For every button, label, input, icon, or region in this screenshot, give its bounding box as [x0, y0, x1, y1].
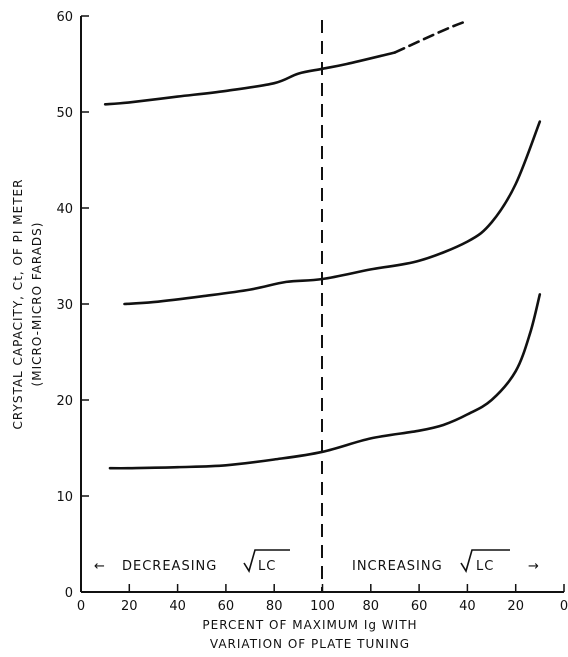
y-tick-label: 50 — [56, 106, 73, 121]
left-arrow: ← — [94, 559, 106, 574]
series-2-line — [123, 120, 542, 306]
x-tick-label: 20 — [507, 599, 524, 614]
y-tick-label: 10 — [56, 490, 73, 505]
y-tick-label: 0 — [65, 586, 73, 601]
y-tick-label: 60 — [56, 10, 73, 25]
x-axis-title: PERCENT OF MAXIMUM Ig WITH — [202, 618, 417, 632]
series-1-extension — [393, 19, 469, 54]
y-tick-label: 40 — [56, 202, 73, 217]
increasing-label: INCREASING — [352, 559, 443, 574]
x-tick-label: 0 — [560, 599, 568, 614]
y-tick-label: 30 — [56, 298, 73, 313]
series-1-line — [103, 51, 397, 106]
radical-sign-left — [243, 549, 290, 573]
y-tick-label: 20 — [56, 394, 73, 409]
x-tick-label: 60 — [411, 599, 428, 614]
x-tick-label: 0 — [77, 599, 85, 614]
radical-sign-right — [460, 549, 510, 573]
x-tick-label: 40 — [459, 599, 476, 614]
series-3-line — [108, 293, 542, 470]
radical-lc-left: LC — [258, 559, 276, 574]
radical-lc-right: LC — [476, 559, 494, 574]
x-axis-subtitle: VARIATION OF PLATE TUNING — [210, 637, 410, 651]
x-tick-label: 80 — [363, 599, 380, 614]
right-arrow: → — [528, 559, 540, 574]
x-tick-label: 40 — [169, 599, 186, 614]
x-tick-label: 20 — [121, 599, 138, 614]
x-tick-label: 100 — [310, 599, 335, 614]
decreasing-label: DECREASING — [122, 559, 217, 574]
x-tick-label: 60 — [218, 599, 235, 614]
y-axis-subtitle: (MICRO-MICRO FARADS) — [30, 222, 44, 387]
x-tick-label: 80 — [266, 599, 283, 614]
y-axis-title: CRYSTAL CAPACITY, Ct, OF PI METER — [11, 179, 25, 430]
